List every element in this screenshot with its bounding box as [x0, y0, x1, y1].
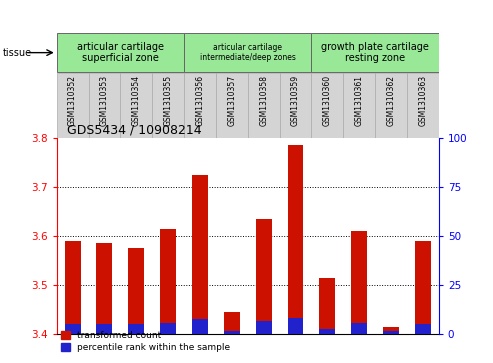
Bar — [383, 327, 399, 334]
Text: GSM1310353: GSM1310353 — [100, 74, 109, 126]
Bar — [343, 73, 375, 138]
Bar — [128, 248, 144, 334]
Text: GSM1310361: GSM1310361 — [354, 74, 364, 126]
Bar — [415, 241, 431, 334]
Bar — [128, 324, 144, 334]
Bar — [319, 278, 335, 334]
Bar — [351, 323, 367, 334]
Text: GSM1310358: GSM1310358 — [259, 74, 268, 126]
Bar — [256, 219, 272, 334]
Legend: transformed count, percentile rank within the sample: transformed count, percentile rank withi… — [61, 331, 231, 352]
Text: GSM1310352: GSM1310352 — [68, 74, 77, 126]
Text: GSM1310354: GSM1310354 — [132, 74, 141, 126]
Text: tissue: tissue — [2, 48, 32, 58]
Bar — [216, 73, 247, 138]
Bar — [57, 73, 89, 138]
Bar — [97, 243, 112, 334]
Bar — [280, 73, 312, 138]
Text: GSM1310356: GSM1310356 — [195, 74, 205, 126]
Bar — [256, 321, 272, 334]
Bar — [224, 312, 240, 334]
Bar — [287, 145, 304, 334]
Bar — [287, 318, 304, 334]
Bar — [312, 73, 343, 138]
Bar — [375, 73, 407, 138]
Bar — [160, 229, 176, 334]
Bar — [192, 175, 208, 334]
Bar — [415, 324, 431, 334]
Bar — [89, 73, 120, 138]
Bar — [383, 331, 399, 334]
Text: articular cartilage
intermediate/deep zones: articular cartilage intermediate/deep zo… — [200, 43, 296, 62]
Text: GDS5434 / 10908214: GDS5434 / 10908214 — [67, 123, 201, 136]
Text: GSM1310362: GSM1310362 — [387, 74, 395, 126]
Bar — [184, 73, 216, 138]
Bar — [65, 241, 80, 334]
Bar — [160, 323, 176, 334]
Bar — [312, 33, 439, 72]
Text: growth plate cartilage
resting zone: growth plate cartilage resting zone — [321, 42, 429, 64]
Bar — [247, 73, 280, 138]
Text: GSM1310360: GSM1310360 — [323, 74, 332, 126]
Text: articular cartilage
superficial zone: articular cartilage superficial zone — [77, 42, 164, 64]
Bar — [192, 319, 208, 334]
Bar — [351, 231, 367, 334]
Bar — [97, 324, 112, 334]
Text: GSM1310363: GSM1310363 — [419, 74, 427, 126]
Text: GSM1310359: GSM1310359 — [291, 74, 300, 126]
Bar — [152, 73, 184, 138]
Text: GSM1310357: GSM1310357 — [227, 74, 236, 126]
Bar — [57, 33, 184, 72]
Bar — [407, 73, 439, 138]
Bar — [184, 33, 312, 72]
Bar — [65, 324, 80, 334]
Text: GSM1310355: GSM1310355 — [164, 74, 173, 126]
Bar — [319, 329, 335, 334]
Bar — [224, 331, 240, 334]
Bar — [120, 73, 152, 138]
